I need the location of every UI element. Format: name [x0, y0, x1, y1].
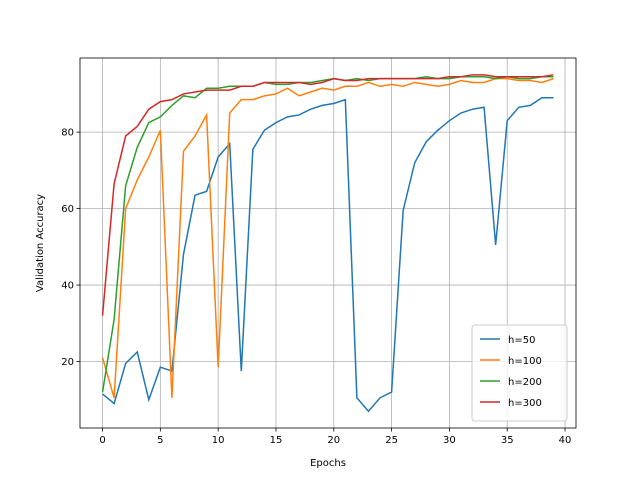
legend-label: h=200: [508, 377, 542, 388]
y-tick-label: 40: [61, 281, 74, 292]
x-tick-label: 10: [212, 435, 225, 446]
legend-label: h=50: [508, 335, 535, 346]
data-line: [101, 75, 554, 393]
y-axis-label: Validation Accuracy: [35, 194, 46, 292]
data-line: [102, 97, 554, 413]
data-line: [101, 77, 554, 399]
x-tick-label: 20: [327, 435, 340, 446]
x-tick-label: 35: [501, 435, 514, 446]
x-tick-label: 30: [443, 435, 456, 446]
x-tick-label: 5: [157, 435, 163, 446]
x-tick-label: 25: [385, 435, 398, 446]
y-tick-label: 80: [61, 128, 74, 139]
plot-frame: [79, 57, 577, 429]
x-tick-label: 15: [270, 435, 283, 446]
x-axis-label: Epochs: [310, 458, 346, 469]
y-tick-label: 60: [61, 204, 74, 215]
legend-label: h=300: [508, 398, 542, 409]
x-tick-label: 0: [99, 435, 105, 446]
legend-box: [471, 324, 568, 422]
x-tick-label: 40: [559, 435, 572, 446]
y-tick-label: 20: [61, 357, 74, 368]
legend-label: h=100: [508, 356, 542, 367]
data-line: [101, 74, 554, 316]
